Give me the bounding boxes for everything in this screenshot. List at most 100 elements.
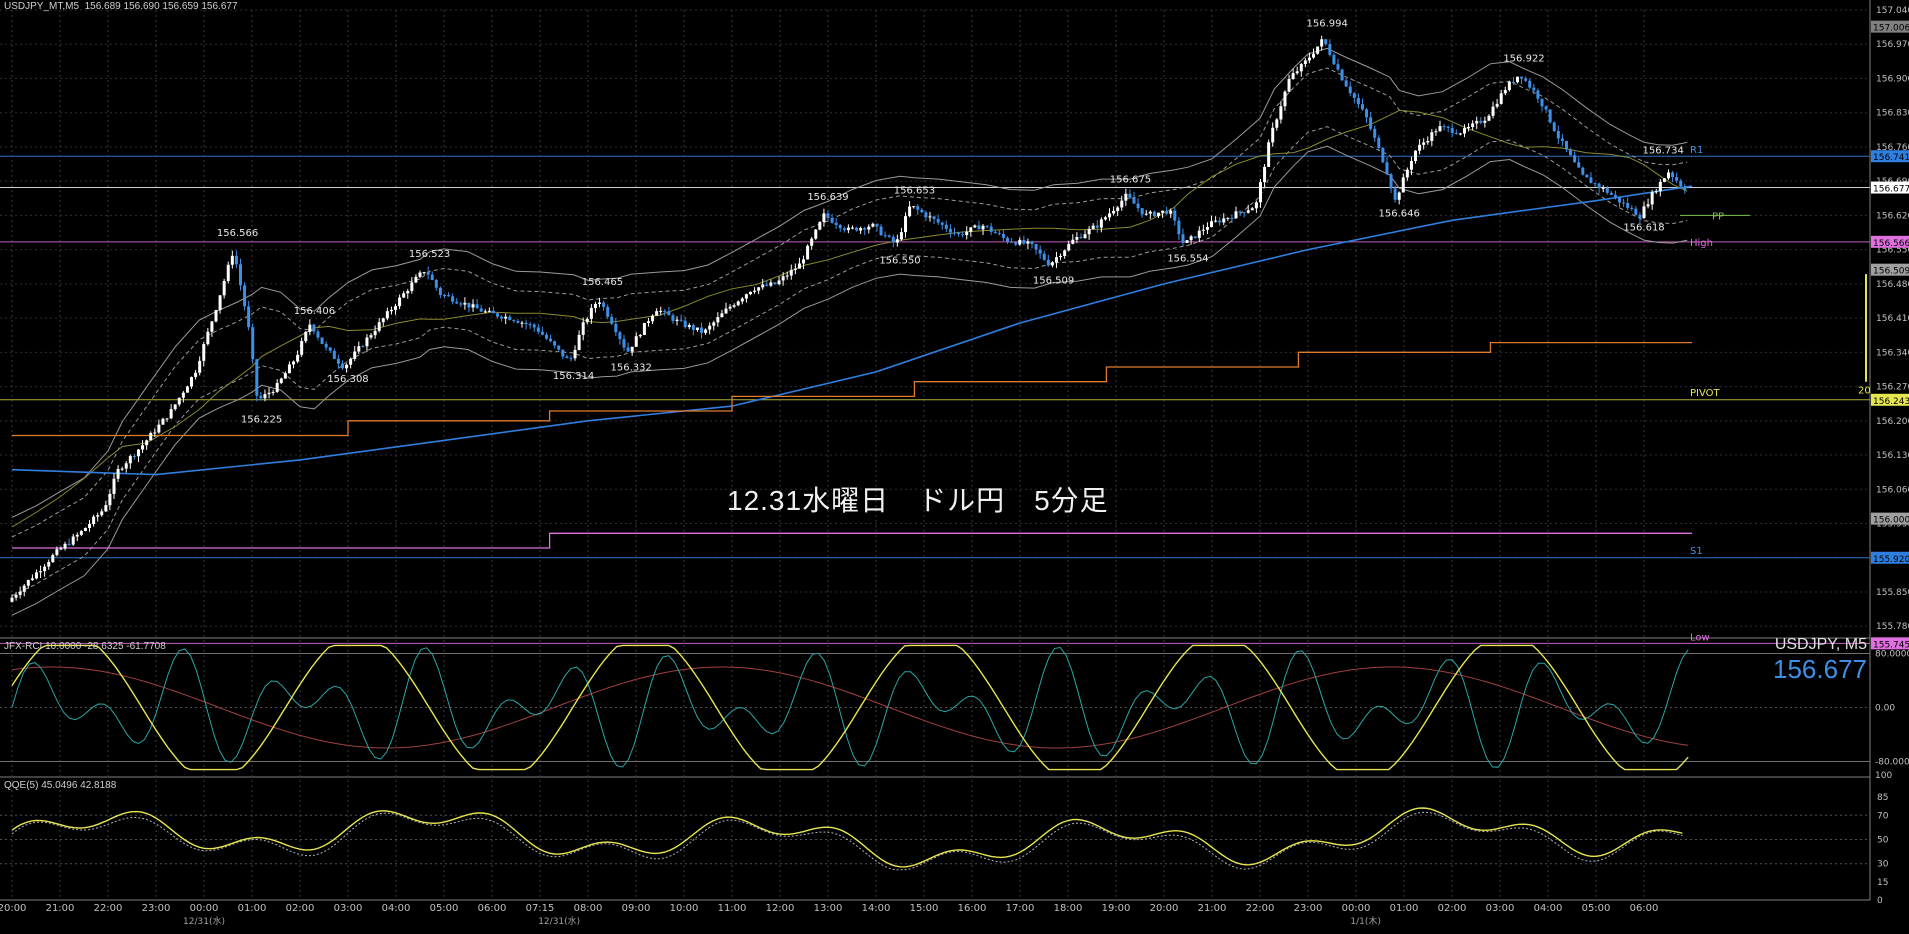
candle-body <box>255 359 259 396</box>
x-tick-label: 19:00 <box>1102 903 1131 914</box>
extreme-label: 156.523 <box>409 249 450 260</box>
pivot-step-line <box>12 341 1692 437</box>
candle-body <box>1132 197 1136 204</box>
candle-body <box>365 337 369 347</box>
candle-body <box>1287 78 1291 92</box>
candle-body <box>1050 262 1054 266</box>
y-tick-label: 156.830 <box>1876 109 1909 119</box>
x-tick-label: 20:00 <box>0 903 26 914</box>
candle-body <box>797 263 801 269</box>
candle-body <box>1662 178 1666 182</box>
qqe-axis-label: 0 <box>1877 896 1883 906</box>
price-tag-text: 155.745 <box>1873 640 1909 650</box>
candle-body <box>226 264 230 281</box>
y-tick-label: 156.410 <box>1876 314 1909 324</box>
extreme-label: 156.406 <box>294 306 335 317</box>
candle-body <box>883 235 887 237</box>
candle-body <box>732 305 736 307</box>
candle-body <box>1397 192 1401 200</box>
candle-body <box>22 585 26 592</box>
candle-body <box>1373 128 1377 138</box>
candle-body <box>585 318 589 323</box>
x-tick-label: 21:00 <box>1198 903 1227 914</box>
candle-body <box>1320 39 1324 47</box>
candle-body <box>1316 46 1320 54</box>
candle-body <box>916 206 920 210</box>
price-tag <box>1871 181 1909 194</box>
candle-body <box>561 349 565 357</box>
symbol-label: USDJPY, M5 <box>1774 636 1867 653</box>
candle-body <box>904 216 908 233</box>
extreme-label: 156.332 <box>611 362 652 373</box>
candle-body <box>716 317 720 323</box>
candle-body <box>655 311 659 316</box>
candle-body <box>1414 150 1418 161</box>
candle-body <box>1299 64 1303 72</box>
candle-body <box>1148 211 1152 214</box>
candle-body <box>691 325 695 330</box>
candle-body <box>47 562 51 567</box>
candle-body <box>520 322 524 324</box>
candle-body <box>1307 57 1311 61</box>
candle-body <box>928 216 932 218</box>
qqe-signal-line <box>11 811 1683 871</box>
candle-body <box>116 468 120 479</box>
qqe-axis-label: 70 <box>1877 811 1889 821</box>
candle-body <box>157 424 161 433</box>
candle-body <box>467 302 471 308</box>
candle-body <box>328 347 332 351</box>
candle-body <box>924 212 928 218</box>
candle-body <box>96 515 100 517</box>
price-tag <box>1871 637 1909 650</box>
extreme-label: 156.618 <box>1623 222 1664 233</box>
candle-body <box>369 335 373 338</box>
candle-body <box>1491 106 1495 116</box>
candle-body <box>614 323 618 333</box>
candle-body <box>1605 187 1609 193</box>
candle-body <box>271 391 275 393</box>
candle-body <box>1197 230 1201 238</box>
candle-body <box>777 280 781 285</box>
candle-body <box>442 294 446 296</box>
candle-body <box>536 327 540 332</box>
x-tick-label: 05:00 <box>1582 903 1611 914</box>
candle-body <box>1536 90 1540 99</box>
candle-body <box>275 382 279 392</box>
price-tag-text: 156.566 <box>1873 239 1909 249</box>
candle-body <box>389 309 393 312</box>
candle-body <box>1169 210 1173 214</box>
candle-body <box>834 222 838 226</box>
candle-body <box>1030 241 1034 245</box>
price-tag-text: 155.920 <box>1873 555 1909 565</box>
candle-body <box>748 291 752 295</box>
candle-body <box>1442 126 1446 128</box>
candle-body <box>67 543 71 545</box>
candle-body <box>218 295 222 311</box>
candle-body <box>1360 104 1364 110</box>
candle-body <box>855 227 859 231</box>
candle-body <box>626 347 630 352</box>
price-tag <box>1871 551 1909 564</box>
price-tag <box>1871 235 1909 248</box>
candle-body <box>136 449 140 457</box>
candle-body <box>822 213 826 222</box>
candle-body <box>948 228 952 233</box>
candle-body <box>402 293 406 298</box>
price-tag-text: 157.006 <box>1873 24 1909 34</box>
candle-body <box>1340 69 1344 81</box>
x-tick-label: 07:15 <box>526 903 555 914</box>
candle-body <box>997 233 1001 235</box>
candle-body <box>1532 87 1536 91</box>
candle-body <box>463 302 467 305</box>
candle-body <box>10 597 14 602</box>
candle-body <box>1597 183 1601 188</box>
candle-body <box>1479 120 1483 123</box>
candle-body <box>753 290 757 292</box>
extreme-label: 156.994 <box>1307 18 1348 29</box>
price-tag <box>1871 393 1909 406</box>
extreme-label: 156.922 <box>1503 54 1544 65</box>
candle-body <box>879 226 883 236</box>
candle-body <box>618 332 622 340</box>
x-tick-label: 22:00 <box>1246 903 1275 914</box>
